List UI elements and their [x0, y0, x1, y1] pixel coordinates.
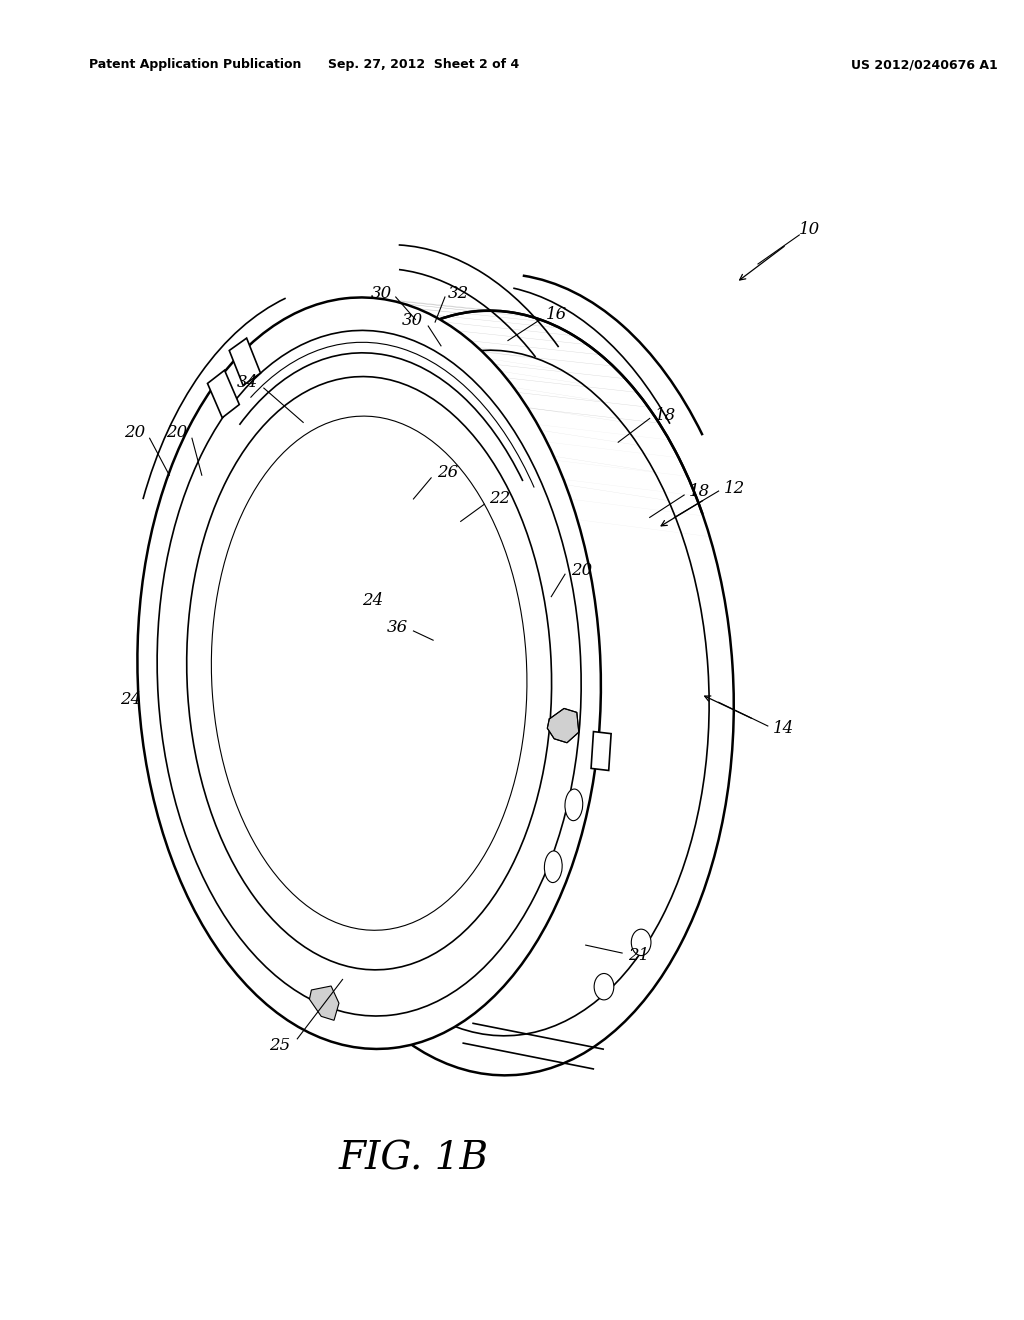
Text: 20: 20 — [166, 425, 187, 441]
Text: 16: 16 — [547, 306, 567, 322]
FancyBboxPatch shape — [229, 338, 260, 385]
FancyBboxPatch shape — [208, 370, 240, 417]
Text: 30: 30 — [402, 313, 423, 329]
Text: 32: 32 — [447, 285, 469, 301]
Polygon shape — [309, 986, 339, 1020]
Text: 24: 24 — [362, 593, 384, 609]
Text: US 2012/0240676 A1: US 2012/0240676 A1 — [852, 58, 998, 71]
FancyBboxPatch shape — [591, 731, 611, 771]
Ellipse shape — [565, 789, 583, 821]
Polygon shape — [547, 709, 579, 743]
Text: 14: 14 — [773, 721, 794, 737]
Text: 20: 20 — [125, 425, 145, 441]
Ellipse shape — [285, 350, 710, 1036]
Ellipse shape — [137, 297, 601, 1049]
Ellipse shape — [157, 330, 582, 1016]
Circle shape — [594, 973, 613, 999]
Text: 18: 18 — [689, 483, 711, 499]
Ellipse shape — [211, 416, 527, 931]
Text: 26: 26 — [437, 465, 459, 480]
Text: 22: 22 — [489, 491, 511, 507]
Text: Sep. 27, 2012  Sheet 2 of 4: Sep. 27, 2012 Sheet 2 of 4 — [328, 58, 519, 71]
Text: 21: 21 — [628, 948, 649, 964]
Text: 25: 25 — [269, 1038, 291, 1053]
Text: 10: 10 — [800, 222, 820, 238]
Circle shape — [632, 929, 651, 956]
Ellipse shape — [545, 851, 562, 883]
Text: 12: 12 — [724, 480, 744, 496]
Text: 30: 30 — [371, 285, 392, 301]
Ellipse shape — [260, 310, 734, 1076]
Text: 18: 18 — [654, 408, 676, 424]
Text: 36: 36 — [387, 619, 409, 635]
Ellipse shape — [186, 376, 552, 970]
Text: 20: 20 — [571, 562, 592, 578]
Text: FIG. 1B: FIG. 1B — [338, 1140, 488, 1177]
Text: Patent Application Publication: Patent Application Publication — [89, 58, 301, 71]
Text: 24: 24 — [120, 692, 141, 708]
Text: 34: 34 — [237, 375, 258, 391]
